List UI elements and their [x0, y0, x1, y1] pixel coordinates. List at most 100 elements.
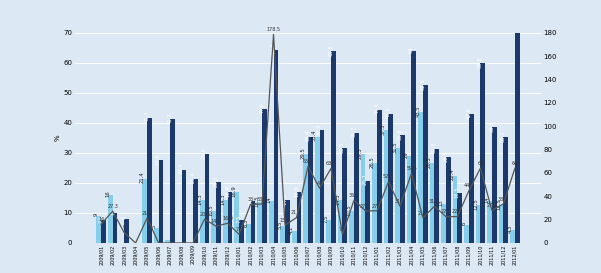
Text: 15.3: 15.3 — [279, 218, 290, 223]
Text: 8: 8 — [121, 216, 127, 219]
Bar — [257, 203, 262, 243]
Text: 29.5: 29.5 — [202, 147, 207, 159]
Text: 24.4: 24.4 — [179, 163, 184, 174]
Text: 64.4: 64.4 — [271, 43, 276, 54]
Text: 44.8: 44.8 — [463, 183, 474, 188]
Bar — [499, 206, 504, 243]
Bar — [165, 240, 170, 243]
Text: 31.5: 31.5 — [394, 199, 406, 204]
Text: 43.1: 43.1 — [386, 106, 391, 118]
Bar — [383, 130, 388, 243]
Bar — [315, 137, 320, 243]
Text: 28.5: 28.5 — [444, 150, 448, 162]
Text: 59.5: 59.5 — [406, 166, 417, 171]
Text: 7.5: 7.5 — [235, 227, 243, 232]
Text: 64: 64 — [477, 161, 484, 166]
Bar — [200, 200, 204, 243]
Bar — [407, 156, 412, 243]
Text: 12.5: 12.5 — [473, 198, 478, 210]
Text: 14.3: 14.3 — [210, 219, 222, 224]
Bar — [343, 149, 347, 243]
Bar — [273, 50, 278, 243]
Bar — [400, 135, 405, 243]
Bar — [101, 221, 106, 243]
Text: 9: 9 — [123, 225, 126, 230]
Text: 16.9: 16.9 — [222, 216, 233, 221]
Bar — [285, 200, 290, 243]
Bar — [469, 114, 474, 243]
Text: 41.2: 41.2 — [168, 112, 172, 124]
Text: 44.6: 44.6 — [260, 102, 264, 114]
Text: 178.5: 178.5 — [266, 27, 281, 32]
Bar — [515, 0, 520, 243]
Text: 65.6: 65.6 — [302, 159, 314, 164]
Text: 13.5: 13.5 — [255, 195, 260, 207]
Bar — [170, 119, 175, 243]
Text: 16.9: 16.9 — [225, 185, 230, 197]
Text: 14.3: 14.3 — [197, 193, 202, 205]
Text: 63.8: 63.8 — [326, 161, 337, 166]
Text: 36.7: 36.7 — [352, 126, 356, 137]
Text: 7.4: 7.4 — [338, 227, 346, 232]
Text: 5: 5 — [151, 225, 156, 229]
Text: 35.8: 35.8 — [397, 129, 403, 140]
Text: 10.5: 10.5 — [347, 204, 352, 216]
Text: 16.9: 16.9 — [294, 185, 299, 197]
Text: 16.9: 16.9 — [231, 185, 237, 197]
Text: 7.5: 7.5 — [99, 215, 103, 223]
Text: 16: 16 — [98, 217, 104, 222]
Bar — [338, 200, 343, 243]
Text: 14: 14 — [266, 196, 271, 203]
Text: 43.5: 43.5 — [415, 105, 421, 117]
Text: 21.4: 21.4 — [191, 172, 195, 183]
Text: 9: 9 — [94, 213, 99, 216]
Bar — [308, 137, 313, 243]
Text: 21.7: 21.7 — [291, 210, 302, 215]
Bar — [372, 163, 377, 243]
Bar — [430, 163, 435, 243]
Bar — [262, 109, 267, 243]
Bar — [320, 130, 325, 243]
Text: 21.5: 21.5 — [418, 210, 429, 215]
Text: 22.4: 22.4 — [450, 169, 455, 180]
Text: 44.4: 44.4 — [374, 103, 379, 114]
Bar — [228, 192, 233, 243]
Text: 16.5: 16.5 — [455, 186, 460, 198]
Text: 31.5: 31.5 — [340, 141, 345, 153]
Text: 26.5: 26.5 — [427, 156, 432, 168]
Text: 27.5: 27.5 — [371, 203, 382, 209]
Text: 35.4: 35.4 — [305, 130, 311, 141]
Bar — [464, 225, 469, 243]
Bar — [492, 127, 497, 243]
Bar — [303, 154, 308, 243]
Text: 31.5: 31.5 — [392, 141, 397, 153]
Bar — [446, 157, 451, 243]
Bar — [510, 230, 515, 243]
Bar — [365, 181, 370, 243]
Text: 20.7: 20.7 — [363, 174, 368, 185]
Text: 63.8: 63.8 — [328, 44, 334, 56]
Bar — [326, 221, 331, 243]
Text: 47: 47 — [316, 181, 323, 186]
Bar — [147, 118, 152, 243]
Text: 52.5: 52.5 — [383, 174, 394, 179]
Bar — [487, 201, 492, 243]
Text: 27.3: 27.3 — [107, 204, 118, 209]
Bar — [435, 149, 439, 243]
Text: 5.5: 5.5 — [278, 221, 282, 229]
Text: 6: 6 — [462, 222, 466, 225]
Text: 33.3: 33.3 — [257, 197, 267, 202]
Bar — [453, 176, 457, 243]
Bar — [280, 227, 285, 243]
Text: 22.6: 22.6 — [452, 209, 463, 214]
Bar — [223, 200, 228, 243]
Text: 4.3: 4.3 — [507, 225, 513, 233]
Text: 64: 64 — [409, 46, 414, 53]
Bar — [377, 110, 382, 243]
Text: 20.3: 20.3 — [213, 175, 219, 187]
Text: 29.5: 29.5 — [358, 147, 363, 159]
Bar — [239, 221, 244, 243]
Text: 33.5: 33.5 — [498, 197, 509, 201]
Text: 35.3: 35.3 — [501, 130, 506, 141]
Bar — [349, 211, 354, 243]
